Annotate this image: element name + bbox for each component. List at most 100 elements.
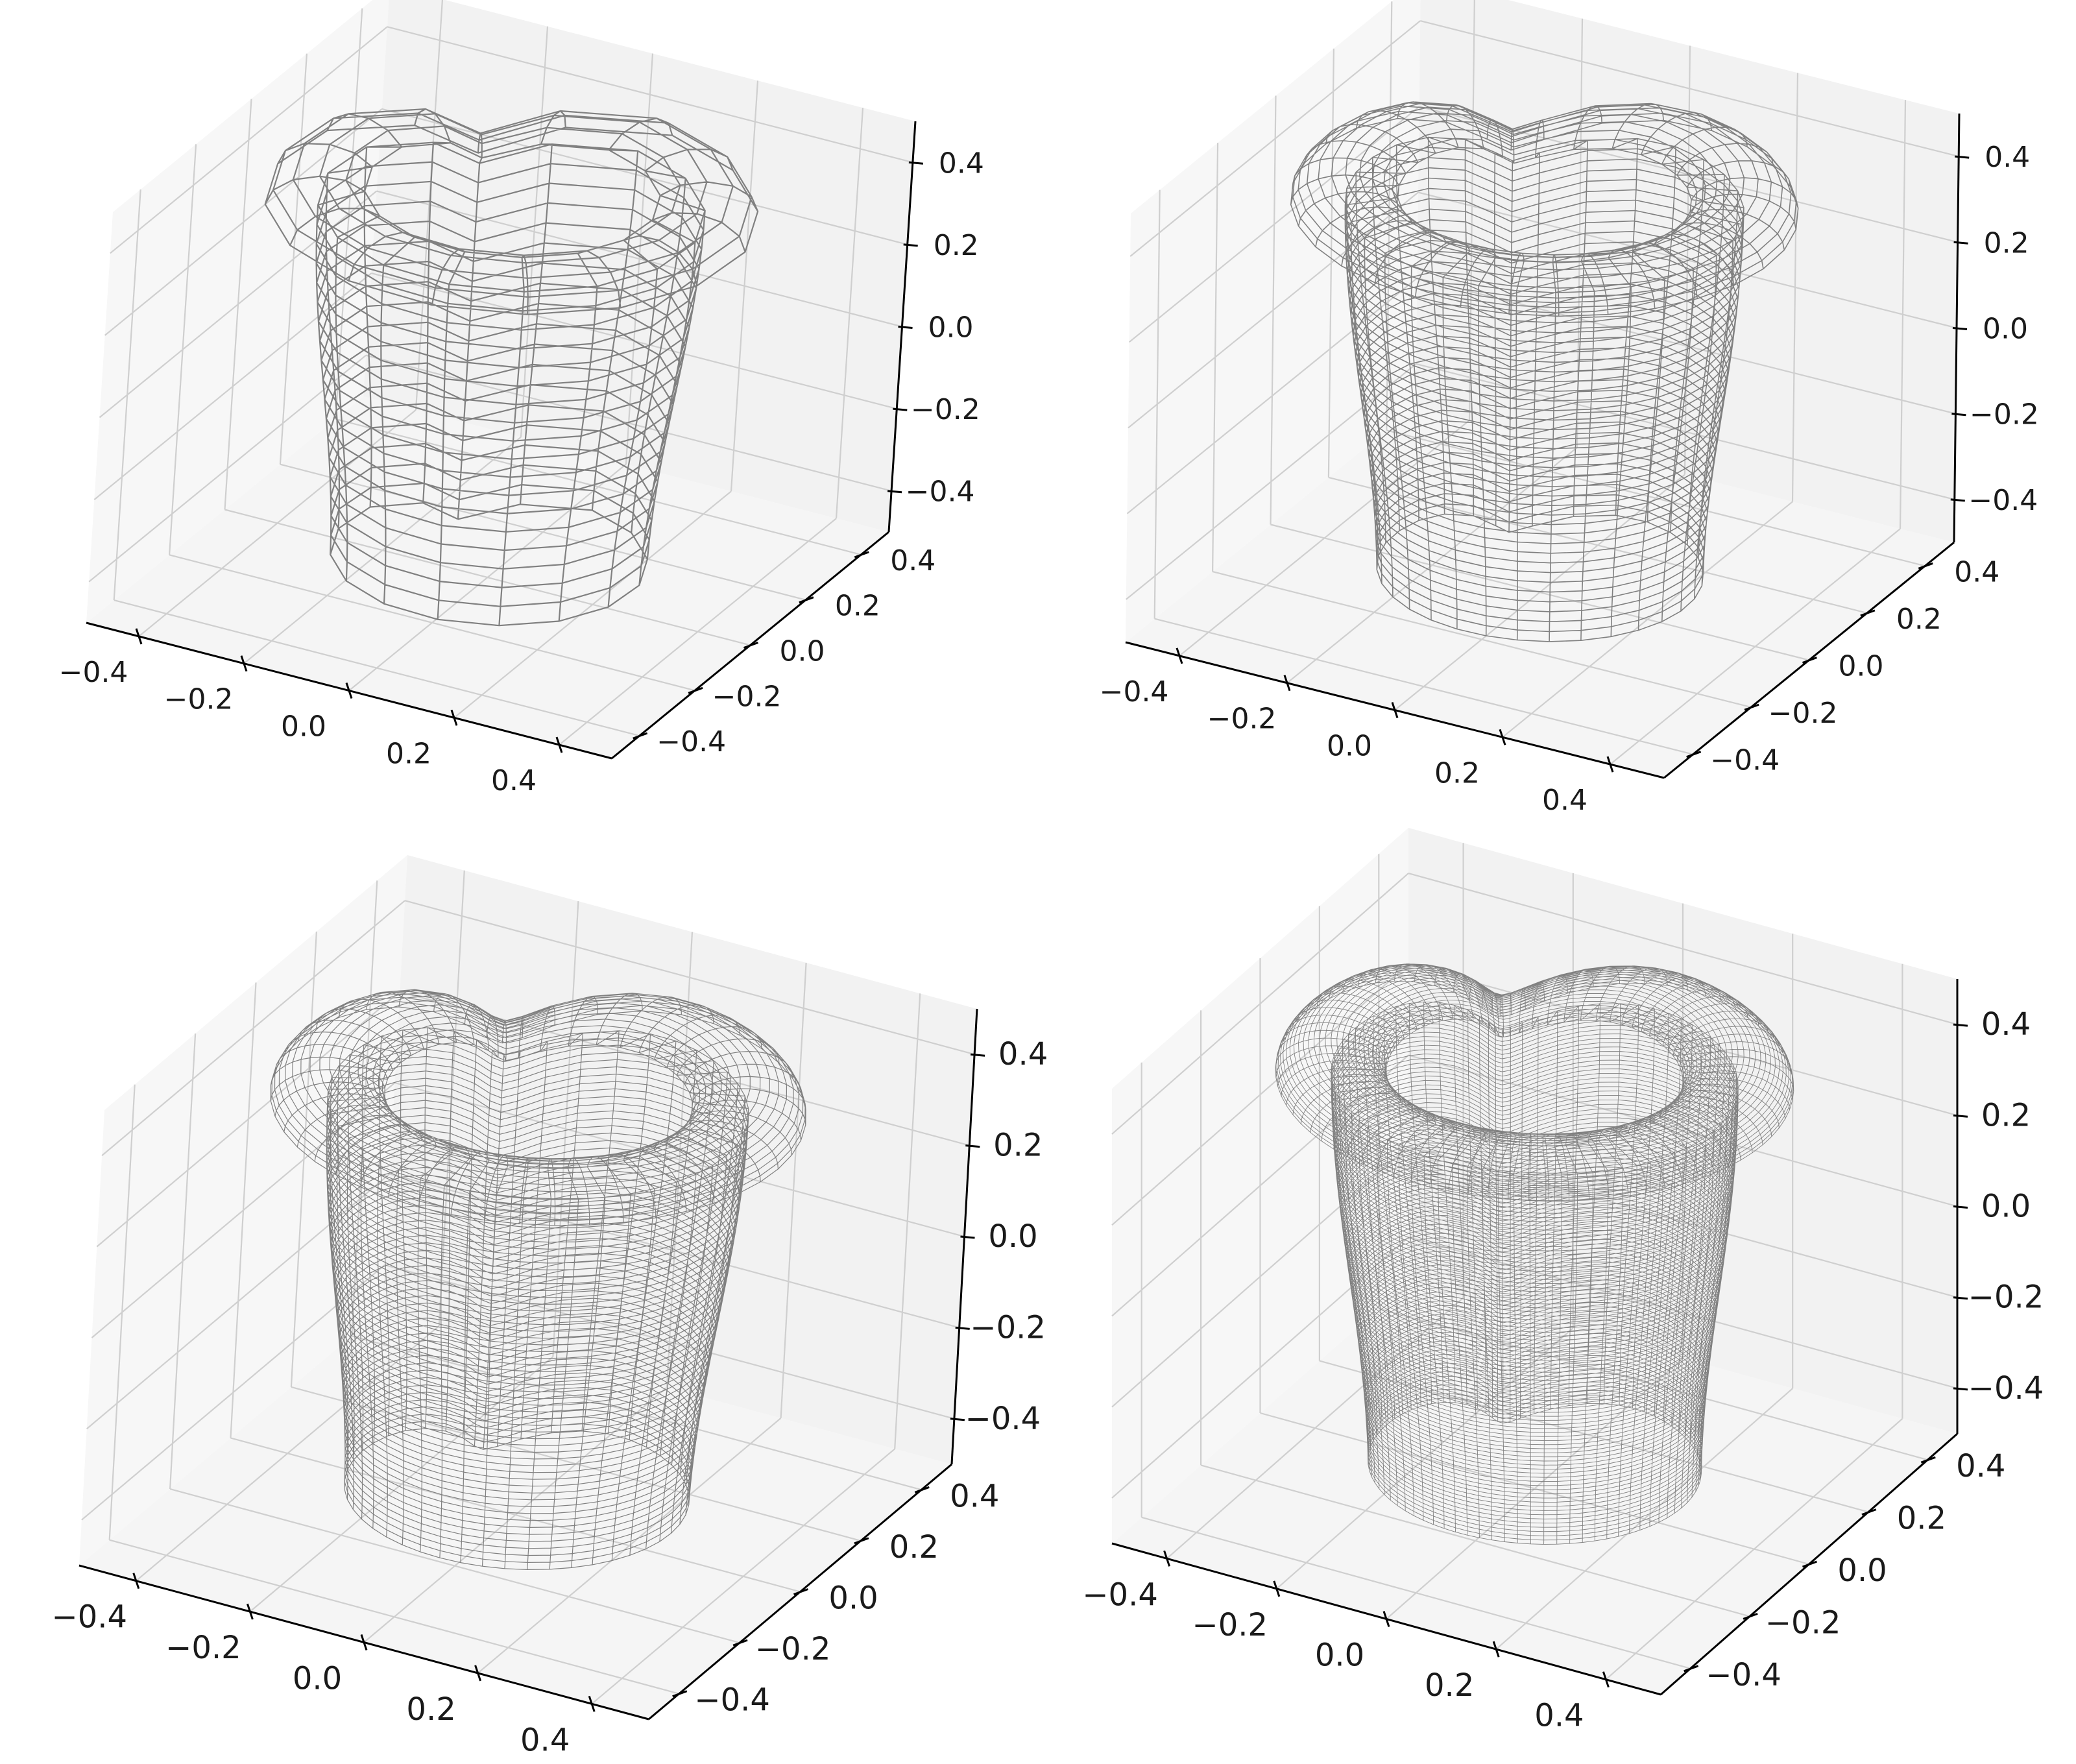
x-tick	[1382, 1611, 1390, 1627]
panel-bottom-left: −0.4 −0.2 0.0 0.2 0.4 −0.4 −0.2 0.0 0.2 0.4 −0.4 −0…	[52, 855, 1048, 1758]
panel-bottom-right: −0.4 −0.2 0.0 0.2 0.4 −0.4 −0.2 0.0 0.2 0.4 −0.4 −0…	[1082, 828, 2044, 1734]
y-tick-label: 0.2	[835, 590, 880, 623]
z-tick	[908, 161, 924, 165]
x-tick-label: 0.2	[406, 1691, 455, 1728]
x-tick	[135, 628, 143, 645]
x-tick-label: 0.0	[281, 710, 326, 743]
z-tick	[1953, 1114, 1968, 1118]
z-tick	[1950, 498, 1965, 502]
x-tick-label: 0.2	[1425, 1667, 1474, 1704]
z-tick-label: 0.0	[1983, 313, 2028, 346]
y-tick-label: 0.4	[1956, 1448, 2005, 1484]
y-tick-label: 0.4	[1954, 555, 1999, 588]
z-tick-label: 0.2	[1981, 1097, 2031, 1133]
z-tick-label: 0.0	[1981, 1189, 2031, 1225]
y-tick	[1918, 562, 1933, 570]
x-tick-label: 0.4	[491, 764, 537, 797]
y-tick	[799, 596, 814, 604]
gridlines	[1111, 843, 1958, 1680]
z-tick	[1953, 1387, 1968, 1391]
z-tick-label: −0.2	[911, 393, 980, 426]
x-tick-label: 0.4	[520, 1722, 570, 1758]
z-tick	[965, 1144, 980, 1148]
x-tick-label: −0.2	[1192, 1607, 1268, 1643]
x-tick-label: −0.4	[1100, 675, 1169, 708]
y-tick-label: −0.4	[694, 1682, 770, 1719]
wireframe-surface	[264, 108, 759, 627]
z-tick	[970, 1053, 985, 1057]
y-tick	[793, 1588, 809, 1595]
y-tick-label: −0.2	[755, 1631, 831, 1667]
x-tick	[474, 1665, 482, 1682]
y-tick	[1860, 609, 1876, 617]
z-tick-label: 0.4	[939, 147, 984, 180]
y-tick-label: 0.0	[828, 1580, 878, 1617]
x-tick-label: −0.4	[52, 1599, 128, 1636]
z-tick	[887, 490, 902, 494]
z-tick-label: −0.4	[906, 476, 975, 509]
y-tick	[732, 1639, 748, 1647]
y-tick	[1802, 1560, 1818, 1568]
x-tick-label: 0.4	[1542, 784, 1587, 817]
y-tick	[914, 1486, 930, 1493]
z-tick	[1952, 327, 1968, 330]
panel-top-left: −0.4 −0.2 0.0 0.2 0.4 −0.4 −0.2 0.0 0.2 0.4 −0.4 −0…	[59, 0, 984, 797]
x-tick	[240, 655, 248, 672]
y-tick-label: −0.4	[1706, 1657, 1781, 1693]
z-tick	[898, 326, 913, 329]
z-tick-label: 0.4	[998, 1036, 1048, 1072]
y-tick	[1686, 751, 1702, 758]
y-tick-label: 0.0	[780, 635, 825, 668]
y-tick	[633, 732, 648, 740]
panel-top-right: −0.4−0.20.00.20.4−0.4−0.20.00.20.4−0.4−0…	[1100, 0, 2039, 817]
x-tick-label: −0.2	[165, 1630, 241, 1666]
y-tick-label: 0.4	[890, 544, 935, 577]
x-tick-label: 0.2	[386, 737, 431, 770]
x-tick	[1602, 1671, 1610, 1688]
y-tick-label: 0.2	[1896, 603, 1942, 636]
wireframe-surface	[1290, 101, 1799, 642]
z-tick	[903, 243, 918, 247]
z-tick-label: 0.0	[928, 311, 974, 344]
x-tick	[450, 709, 458, 726]
y-tick-label: −0.2	[1768, 697, 1838, 730]
x-tick-label: 0.0	[1327, 730, 1372, 763]
y-tick-label: 0.0	[1839, 650, 1884, 683]
z-tick	[1953, 1023, 1968, 1027]
y-tick	[854, 1537, 869, 1545]
z-tick	[955, 1326, 970, 1330]
y-tick-label: −0.2	[712, 680, 782, 713]
x-tick-label: −0.2	[1207, 703, 1277, 736]
z-tick-label: 0.2	[993, 1128, 1043, 1164]
x-tick-label: 0.0	[293, 1661, 342, 1697]
z-tick-label: −0.2	[1968, 1279, 2044, 1316]
z-tick	[893, 407, 908, 411]
x-tick	[1283, 675, 1291, 692]
y-tick	[1920, 1456, 1936, 1464]
x-tick	[1163, 1550, 1171, 1567]
z-tick-label: 0.2	[1984, 226, 2029, 260]
x-tick	[1273, 1580, 1281, 1597]
z-tick-label: 0.2	[934, 229, 979, 262]
x-tick-label: 0.4	[1534, 1698, 1584, 1734]
wireframe-surface	[270, 989, 806, 1570]
z-tick	[1953, 1205, 1968, 1209]
x-tick	[132, 1573, 140, 1589]
x-tick	[1492, 1641, 1500, 1658]
x-tick	[1606, 756, 1614, 773]
y-tick	[1744, 703, 1759, 711]
x-tick	[1391, 702, 1399, 718]
x-tick-label: −0.4	[1082, 1577, 1158, 1613]
y-tick-label: 0.4	[950, 1478, 999, 1514]
x-tick	[555, 736, 563, 753]
z-tick-label: −0.2	[970, 1309, 1046, 1346]
x-tick-label: −0.4	[59, 656, 128, 689]
z-tick-label: −0.4	[1968, 1370, 2044, 1407]
y-tick-label: −0.4	[1710, 744, 1780, 777]
y-tick	[1743, 1612, 1758, 1620]
x-tick	[360, 1634, 368, 1650]
y-tick	[1684, 1665, 1699, 1673]
y-tick	[1861, 1508, 1877, 1516]
y-tick-label: 0.2	[889, 1529, 939, 1565]
